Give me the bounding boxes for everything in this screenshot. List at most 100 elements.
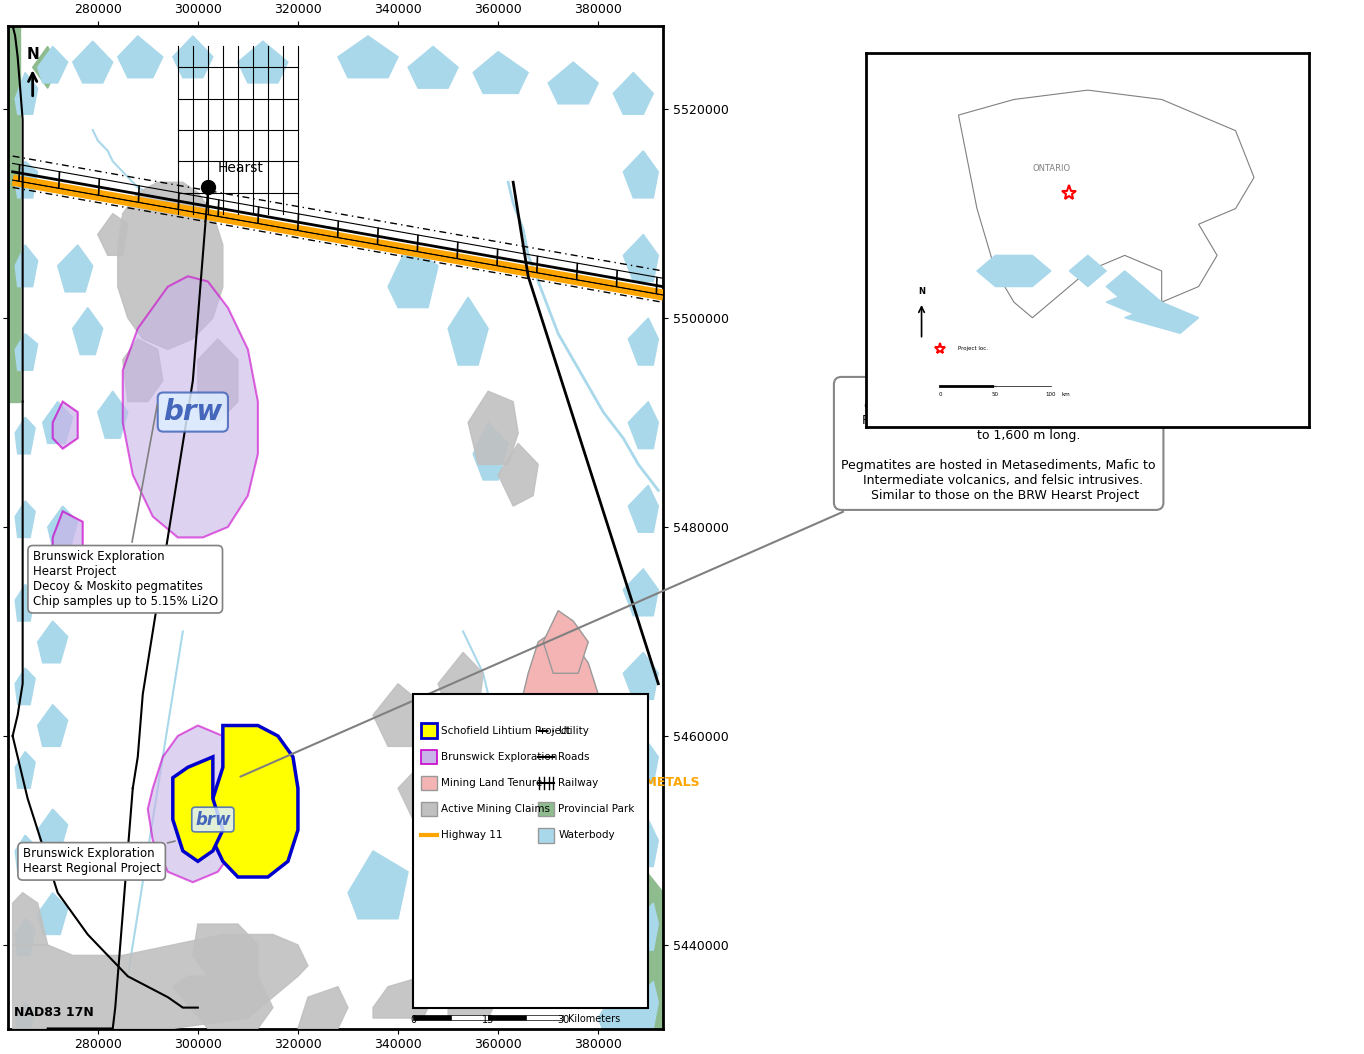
Polygon shape bbox=[629, 820, 659, 866]
Polygon shape bbox=[48, 506, 78, 548]
Text: Hearst: Hearst bbox=[218, 161, 263, 175]
Polygon shape bbox=[525, 1015, 563, 1020]
Text: Kilometers: Kilometers bbox=[569, 1014, 621, 1024]
Polygon shape bbox=[623, 151, 659, 198]
Polygon shape bbox=[38, 46, 68, 83]
Polygon shape bbox=[15, 752, 35, 788]
Polygon shape bbox=[398, 757, 449, 820]
Polygon shape bbox=[57, 245, 93, 292]
Polygon shape bbox=[123, 339, 162, 402]
Polygon shape bbox=[38, 621, 68, 663]
Polygon shape bbox=[12, 893, 48, 945]
Polygon shape bbox=[15, 585, 35, 621]
Polygon shape bbox=[420, 749, 436, 764]
Polygon shape bbox=[8, 25, 20, 318]
Polygon shape bbox=[8, 318, 20, 402]
Polygon shape bbox=[1069, 255, 1106, 287]
Polygon shape bbox=[473, 423, 509, 480]
Polygon shape bbox=[15, 501, 35, 538]
Polygon shape bbox=[420, 723, 436, 738]
Polygon shape bbox=[614, 73, 653, 114]
Polygon shape bbox=[15, 161, 38, 198]
Text: 0: 0 bbox=[938, 392, 941, 396]
Polygon shape bbox=[348, 851, 408, 919]
Polygon shape bbox=[623, 652, 659, 700]
Polygon shape bbox=[633, 981, 659, 1029]
Text: BATTERY METALS: BATTERY METALS bbox=[578, 777, 700, 789]
Polygon shape bbox=[15, 668, 35, 705]
Polygon shape bbox=[438, 652, 483, 715]
Polygon shape bbox=[629, 485, 659, 532]
Polygon shape bbox=[449, 924, 509, 992]
Polygon shape bbox=[449, 297, 488, 365]
Polygon shape bbox=[15, 835, 35, 872]
Text: Mining Land Tenure: Mining Land Tenure bbox=[441, 778, 542, 788]
Polygon shape bbox=[629, 402, 659, 449]
Text: Project loc.: Project loc. bbox=[959, 347, 989, 351]
Polygon shape bbox=[15, 417, 35, 454]
Polygon shape bbox=[173, 757, 222, 861]
Polygon shape bbox=[297, 987, 348, 1029]
Polygon shape bbox=[468, 391, 518, 465]
Polygon shape bbox=[213, 725, 297, 877]
Polygon shape bbox=[1106, 271, 1143, 302]
Polygon shape bbox=[15, 73, 38, 114]
Polygon shape bbox=[15, 245, 38, 287]
Polygon shape bbox=[123, 276, 258, 538]
Polygon shape bbox=[450, 1015, 488, 1020]
Polygon shape bbox=[623, 861, 663, 1029]
Polygon shape bbox=[237, 41, 288, 83]
Text: 30: 30 bbox=[557, 1015, 569, 1026]
Text: brw: brw bbox=[195, 811, 231, 828]
Text: Schofield Lihtium Project: Schofield Lihtium Project bbox=[441, 726, 570, 736]
Text: N: N bbox=[918, 287, 925, 296]
Polygon shape bbox=[72, 41, 113, 83]
Polygon shape bbox=[338, 36, 398, 78]
Text: 0: 0 bbox=[411, 1015, 416, 1026]
Polygon shape bbox=[623, 569, 659, 616]
Polygon shape bbox=[15, 919, 35, 955]
Polygon shape bbox=[42, 402, 72, 444]
Text: brw: brw bbox=[164, 398, 222, 426]
Text: Brunswick Exploration
Hearst Regional Project: Brunswick Exploration Hearst Regional Pr… bbox=[23, 841, 175, 875]
Polygon shape bbox=[1106, 287, 1162, 317]
Polygon shape bbox=[33, 46, 57, 89]
Polygon shape bbox=[198, 339, 237, 423]
Text: Brunswick Exploration
Hearst Project
Decoy & Moskito pegmatites
Chip samples up : Brunswick Exploration Hearst Project Dec… bbox=[33, 405, 218, 608]
Polygon shape bbox=[543, 610, 588, 674]
Text: Waterbody: Waterbody bbox=[558, 831, 615, 840]
Polygon shape bbox=[1125, 302, 1199, 333]
Polygon shape bbox=[959, 90, 1254, 317]
Polygon shape bbox=[15, 1002, 35, 1029]
Polygon shape bbox=[12, 935, 308, 1029]
Polygon shape bbox=[599, 976, 648, 1045]
Polygon shape bbox=[420, 802, 436, 817]
Text: 100: 100 bbox=[1046, 392, 1056, 396]
Text: Highway 11: Highway 11 bbox=[441, 831, 502, 840]
Polygon shape bbox=[498, 444, 539, 506]
Text: Active Mining Claims: Active Mining Claims bbox=[441, 804, 550, 814]
Polygon shape bbox=[623, 736, 659, 783]
Polygon shape bbox=[518, 631, 599, 788]
Text: NAD83 17N: NAD83 17N bbox=[14, 1007, 94, 1019]
Text: ONTARIO: ONTARIO bbox=[1033, 164, 1071, 173]
Polygon shape bbox=[548, 872, 599, 940]
Polygon shape bbox=[192, 924, 258, 987]
Polygon shape bbox=[413, 695, 648, 1008]
Text: 15: 15 bbox=[481, 1015, 494, 1026]
Text: N: N bbox=[26, 47, 40, 62]
Polygon shape bbox=[633, 903, 659, 950]
Polygon shape bbox=[372, 976, 434, 1018]
Polygon shape bbox=[413, 1015, 450, 1020]
Polygon shape bbox=[72, 308, 102, 354]
Polygon shape bbox=[38, 705, 68, 746]
Polygon shape bbox=[117, 182, 222, 349]
Polygon shape bbox=[554, 700, 578, 825]
Polygon shape bbox=[420, 776, 436, 790]
Polygon shape bbox=[629, 318, 659, 365]
Polygon shape bbox=[539, 802, 554, 817]
Polygon shape bbox=[38, 893, 68, 935]
Polygon shape bbox=[408, 46, 458, 89]
Polygon shape bbox=[977, 255, 1050, 287]
Polygon shape bbox=[53, 402, 78, 449]
